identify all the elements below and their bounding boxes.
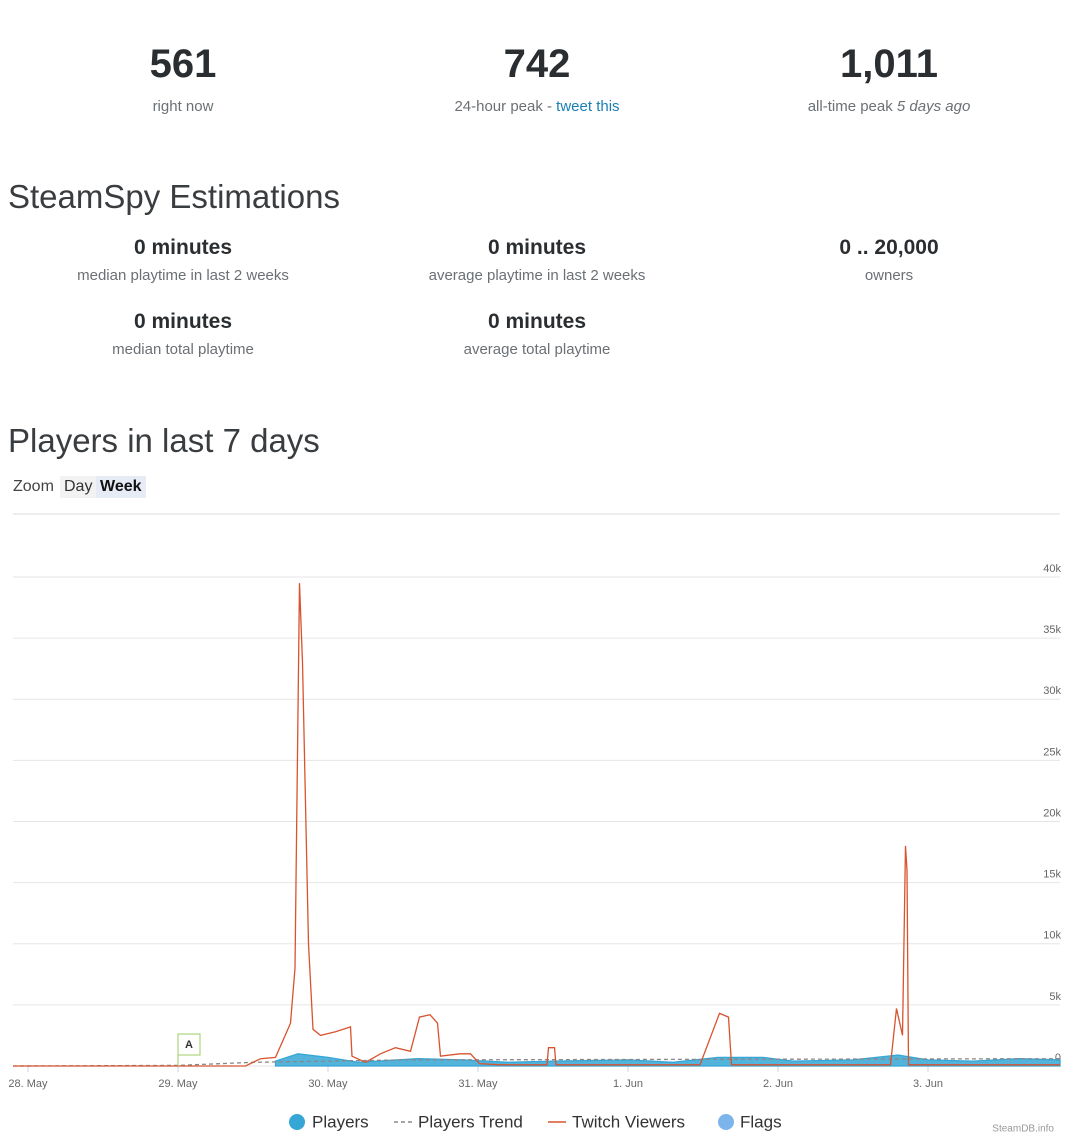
est-value: 0 minutes — [487, 236, 587, 259]
y-tick-label: 40k — [1043, 563, 1061, 575]
est-label: median total playtime — [112, 341, 254, 358]
y-tick-label: 5k — [1049, 991, 1061, 1003]
est-value: 0 minutes — [487, 310, 587, 333]
stat-label-wrap: all-time peak 5 days ago — [808, 98, 971, 115]
legend-label: Players — [312, 1112, 369, 1131]
y-tick-label: 20k — [1043, 807, 1061, 819]
est-value: 0 minutes — [133, 310, 233, 333]
est-value: 0 .. 20,000 — [839, 236, 939, 259]
legend-label: Players Trend — [418, 1112, 523, 1131]
legend-label: Flags — [740, 1112, 782, 1131]
legend-label: Twitch Viewers — [572, 1112, 685, 1131]
x-tick-label: 3. Jun — [913, 1078, 943, 1090]
x-tick-label: 1. Jun — [613, 1078, 643, 1090]
x-tick-label: 2. Jun — [763, 1078, 793, 1090]
y-tick-label: 35k — [1043, 624, 1061, 636]
stat-value: 561 — [149, 42, 217, 86]
x-tick-label: 31. May — [458, 1078, 498, 1090]
chart: 0 5k 10k 15k 20k 25k 30k 35k 40k 28. May 29. May 30… — [8, 513, 1061, 1135]
est-label: median playtime in last 2 weeks — [77, 267, 289, 284]
flag — [177, 1033, 201, 1056]
stat-label: 24-hour peak - — [454, 98, 557, 115]
stat-value: 742 — [503, 42, 571, 86]
series-area — [274, 1053, 1061, 1067]
credits: SteamDB.info — [992, 1124, 1054, 1135]
section-title: Players in last 7 days — [8, 422, 320, 459]
x-tick-label: 28. May — [8, 1078, 48, 1090]
flag-label: A — [185, 1039, 193, 1051]
legend-symbol — [289, 1114, 305, 1130]
x-tick-label: 29. May — [158, 1078, 198, 1090]
stat-note: 5 days ago — [896, 98, 971, 115]
series-line — [13, 583, 1060, 1067]
y-tick-label: 10k — [1043, 930, 1061, 942]
y-tick-label: 30k — [1043, 685, 1061, 697]
section-title: SteamSpy Estimations — [8, 178, 340, 215]
y-tick-label: 15k — [1043, 869, 1061, 881]
zoom-button[interactable]: Day — [60, 476, 97, 498]
est-label: average total playtime — [463, 341, 611, 358]
stat-label: all-time peak — [807, 98, 897, 115]
stat-value: 1,011 — [840, 42, 938, 86]
x-tick-label: 30. May — [308, 1078, 348, 1090]
zoom-label: Zoom — [13, 478, 54, 495]
est-value: 0 minutes — [133, 236, 233, 259]
est-label: owners — [864, 267, 914, 284]
stat-label: right now — [152, 98, 214, 115]
y-tick-label: 0 — [1055, 1052, 1061, 1064]
est-label: average playtime in last 2 weeks — [428, 267, 646, 284]
tweet-link[interactable]: tweet this — [556, 98, 620, 115]
legend-symbol — [718, 1114, 734, 1130]
y-tick-label: 25k — [1043, 746, 1061, 758]
zoom-button[interactable]: Week — [96, 476, 146, 498]
stat-label-wrap: 24-hour peak - tweet this — [454, 98, 619, 115]
